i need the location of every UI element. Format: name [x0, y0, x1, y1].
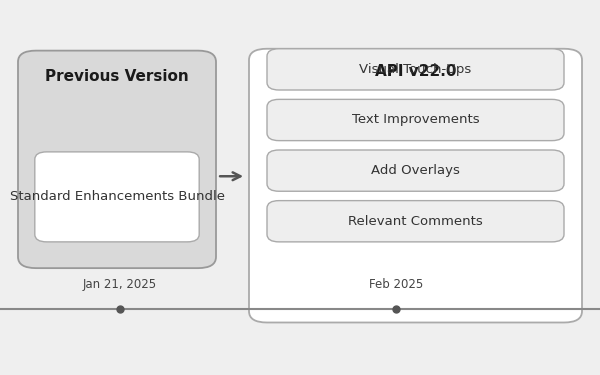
Text: Text Improvements: Text Improvements [352, 114, 479, 126]
FancyBboxPatch shape [18, 51, 216, 268]
FancyBboxPatch shape [267, 150, 564, 191]
Text: Feb 2025: Feb 2025 [369, 278, 423, 291]
Text: Relevant Comments: Relevant Comments [348, 215, 483, 228]
FancyBboxPatch shape [35, 152, 199, 242]
FancyBboxPatch shape [267, 201, 564, 242]
Text: Previous Version: Previous Version [45, 69, 189, 84]
FancyBboxPatch shape [249, 49, 582, 322]
FancyBboxPatch shape [267, 49, 564, 90]
Text: Standard Enhancements Bundle: Standard Enhancements Bundle [10, 190, 224, 203]
Text: Jan 21, 2025: Jan 21, 2025 [83, 278, 157, 291]
Text: Visual Touch-Ups: Visual Touch-Ups [359, 63, 472, 76]
Text: Add Overlays: Add Overlays [371, 164, 460, 177]
Text: API v22.0: API v22.0 [375, 64, 456, 80]
FancyBboxPatch shape [267, 99, 564, 141]
